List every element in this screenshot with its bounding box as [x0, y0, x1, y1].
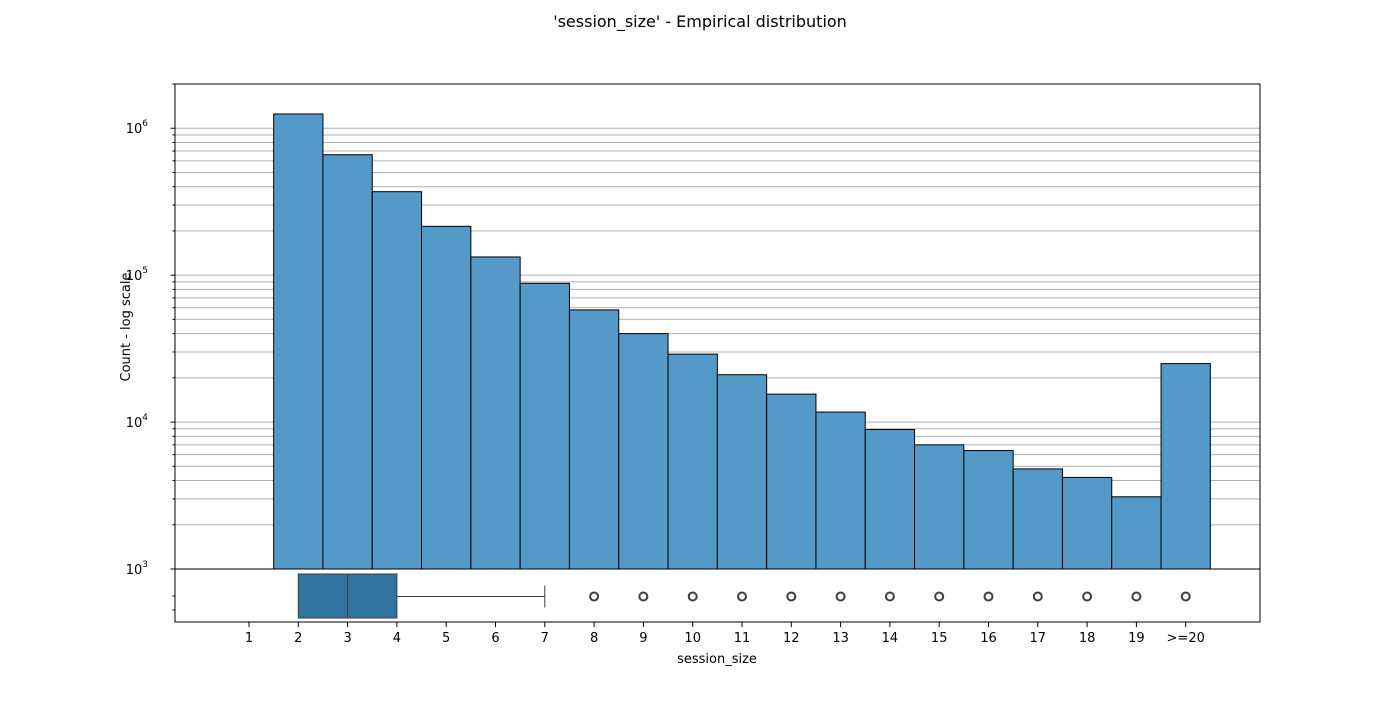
histogram-bar [1012, 468, 1063, 570]
x-tick-label: 6 [491, 631, 499, 646]
histogram-bar [568, 309, 620, 570]
x-tick-label: 17 [1030, 631, 1047, 646]
y-axis-label: Count - log scale [119, 272, 134, 381]
x-tick-label: 4 [393, 631, 401, 646]
histogram-bar [421, 225, 472, 570]
histogram-bar [519, 282, 570, 570]
y-axis-ticks: 103 104 105 106 [126, 83, 175, 611]
boxplot-outlier [1180, 591, 1191, 602]
histogram-bar [322, 154, 373, 570]
x-tick-label: 18 [1079, 631, 1096, 646]
histogram-bar [1111, 496, 1162, 570]
x-tick-label: 16 [980, 631, 997, 646]
x-tick-label: 9 [639, 631, 647, 646]
histogram-bar [1061, 476, 1113, 570]
x-tick-label: 15 [931, 631, 948, 646]
x-tick-label: 14 [882, 631, 899, 646]
x-tick-label: 19 [1128, 631, 1145, 646]
x-tick-label: 12 [783, 631, 800, 646]
histogram-bar [273, 113, 324, 570]
histogram-bar [470, 256, 521, 570]
histogram-bar [1160, 363, 1211, 570]
boxplot-outlier [1082, 591, 1093, 602]
x-tick-label: 10 [684, 631, 701, 646]
histogram-bar [815, 411, 866, 570]
histogram-bar [667, 353, 718, 570]
x-tick-label: 13 [832, 631, 849, 646]
x-tick-label: 5 [442, 631, 450, 646]
boxplot-outlier [737, 591, 747, 602]
boxplot [297, 573, 1191, 619]
x-tick-label: 3 [343, 631, 351, 646]
x-tick-label: 8 [590, 631, 598, 646]
boxplot-outlier [934, 591, 945, 602]
histogram-bar [371, 191, 423, 570]
boxplot-outlier [835, 591, 846, 602]
boxplot-outlier [786, 591, 797, 602]
x-tick-label: 7 [541, 631, 549, 646]
chart-title: 'session_size' - Empirical distribution [553, 12, 847, 32]
boxplot-outlier [983, 591, 994, 602]
boxplot-outlier [589, 591, 600, 602]
histogram-bar [864, 429, 916, 570]
x-tick-label: 1 [245, 631, 253, 646]
x-tick-label: 11 [734, 631, 751, 646]
histogram-bar [716, 374, 768, 570]
boxplot-outlier [884, 591, 895, 602]
boxplot-outlier [1131, 591, 1142, 602]
histogram-bar [618, 333, 669, 570]
y-tick-label: 103 [126, 560, 148, 578]
histogram-bar [963, 450, 1014, 570]
y-tick-label: 104 [126, 413, 149, 431]
histogram-bar [766, 393, 817, 570]
x-tick-label: >=20 [1167, 631, 1205, 646]
boxplot-outlier [687, 591, 698, 602]
histogram-bar [914, 444, 965, 570]
boxplot-outlier [638, 591, 649, 602]
x-axis-ticks: 1 2 3 4 5 6 7 8 9 10 11 12 13 14 15 16 17 18 19 >=20 [245, 622, 1205, 646]
histogram-bars [273, 113, 1211, 570]
boxplot-outlier [1032, 591, 1043, 602]
x-tick-label: 2 [294, 631, 302, 646]
y-tick-label: 106 [126, 119, 149, 137]
y-tick-label: 105 [126, 266, 148, 284]
x-axis-label: session_size [677, 652, 757, 667]
